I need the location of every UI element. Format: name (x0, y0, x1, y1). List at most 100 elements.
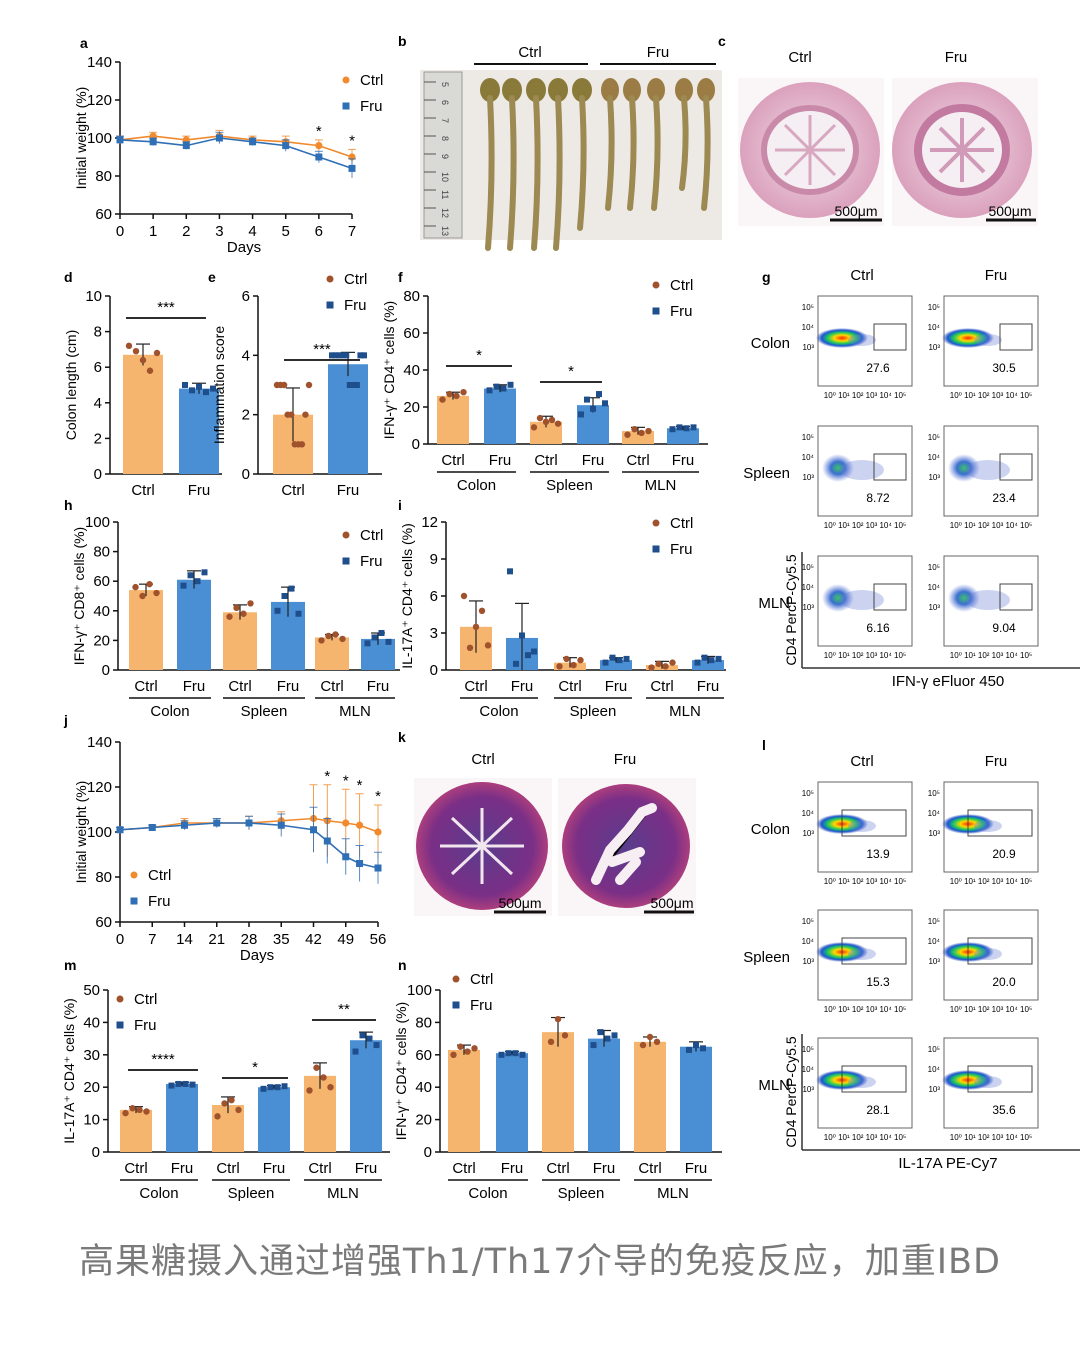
h-legend-label-fru: Fru (360, 553, 383, 570)
d-point-ctrl (132, 347, 140, 355)
l-axis-ticks: 10⁵ (802, 789, 814, 798)
m-point-fru (267, 1084, 274, 1091)
l-axis-ticks: 10³ (802, 829, 814, 838)
n-point-fru (693, 1042, 699, 1049)
n-point-fru (498, 1051, 505, 1058)
m-point-ctrl (143, 1108, 150, 1115)
panel-letter-k: k (398, 729, 406, 745)
chart-colon-length: 0 2 4 6 8 10 Colon length (cm) Ctrl Fru *** (63, 288, 222, 499)
g-cell-population (948, 454, 980, 482)
f-point-ctrl (460, 389, 467, 396)
g-gate (999, 583, 1033, 611)
i-category-label: Fru (605, 678, 628, 695)
l-cell-scatter (848, 820, 876, 832)
l-axis-ticks: 10⁴ (802, 937, 815, 946)
n-point-ctrl (561, 1032, 569, 1039)
m-point-fru (274, 1084, 281, 1091)
i-category-label: Ctrl (650, 678, 673, 695)
chart-weight-56days: 60 80 100 120 140 Initial weight (%) 0 7 14 21 28 3… (73, 734, 386, 1057)
n-category-label: Ctrl (452, 1160, 475, 1177)
ruler-label: 13 (440, 226, 450, 236)
l-gate-value: 20.9 (992, 847, 1016, 861)
f-legend-label-fru: Fru (670, 303, 693, 320)
n-point-ctrl (547, 1038, 555, 1046)
j-point-ctrl (374, 828, 382, 836)
i-y-axis-title: IL-17A⁺ CD4⁺ cells (%) (399, 523, 415, 668)
i-point-fru (694, 659, 701, 666)
histology-c-panel: Ctrl Fru 500μm 500μm (738, 49, 1038, 226)
h-bar-ctrl (129, 590, 163, 670)
g-gate-value: 6.16 (866, 621, 890, 635)
d-point-ctrl (153, 349, 161, 357)
e-legend-label-fru: Fru (344, 297, 367, 314)
l-cell-scatter (974, 948, 1002, 960)
j-significance-star: * (324, 768, 330, 785)
h-point-ctrl (240, 610, 247, 617)
i-point-ctrl (556, 663, 563, 670)
f-y-tick-label: 0 (412, 436, 420, 453)
m-bar-fru (166, 1083, 198, 1152)
n-y-axis-title: IFN-γ⁺ CD4⁺ cells (%) (393, 1002, 409, 1140)
d-category-label: Ctrl (131, 482, 154, 499)
histo-c-ctrl-folds (775, 115, 845, 185)
g-y-axis-title: CD4 PercP-Cy5.5 (783, 554, 799, 665)
g-cell-population (816, 328, 868, 348)
f-point-ctrl (548, 416, 556, 424)
a-point-fru (215, 134, 223, 142)
e-point-fru (343, 352, 350, 359)
l-axis-ticks: 10⁴ (928, 809, 941, 818)
i-point-ctrl (669, 659, 676, 666)
i-point-ctrl (460, 592, 468, 600)
a-legend-marker-fru (342, 102, 350, 110)
figure-canvas: a b c d e f g h i j k l m n 608010012014… (61, 33, 1080, 1202)
f-point-ctrl (446, 390, 453, 398)
l-col-label-ctrl: Ctrl (850, 753, 873, 770)
g-cell-scatter (840, 590, 884, 610)
n-bar-fru (680, 1046, 712, 1152)
a-x-axis-title: Days (227, 239, 261, 256)
e-y-tick-label: 6 (242, 288, 250, 305)
ruler-marks: 5 6 7 8 9 10 11 12 13 (424, 81, 450, 236)
m-point-fru (366, 1035, 373, 1042)
panel-letter-a: a (80, 35, 88, 51)
a-significance-star: * (316, 123, 322, 140)
i-category-label: Fru (697, 678, 720, 695)
n-y-tick-label: 100 (407, 982, 432, 999)
h-group-label: Colon (150, 703, 189, 720)
h-bar-fru (177, 579, 211, 670)
m-point-fru (260, 1085, 267, 1092)
m-y-tick-label: 10 (83, 1112, 100, 1129)
h-point-ctrl (339, 635, 346, 643)
ruler-label: 6 (440, 100, 450, 105)
g-gate-value: 8.72 (866, 491, 890, 505)
n-point-ctrl (653, 1038, 661, 1046)
m-group-label: MLN (327, 1185, 359, 1202)
f-point-fru (578, 411, 584, 418)
f-group-label: MLN (645, 477, 677, 494)
a-x-tick-label: 1 (149, 223, 157, 240)
m-point-ctrl (306, 1087, 313, 1094)
m-point-ctrl (313, 1064, 320, 1071)
l-axis-ticks: 10⁰ 10¹ 10² 10³ 10⁴ 10⁵ (824, 877, 906, 886)
f-point-ctrl (624, 431, 631, 438)
f-point-ctrl (554, 420, 562, 427)
a-point-fru (315, 153, 323, 161)
d-point-fru (210, 385, 216, 392)
i-point-fru (623, 655, 630, 662)
ruler-label: 12 (440, 208, 450, 218)
n-y-tick-label: 80 (415, 1014, 432, 1031)
histo-k-label-fru: Fru (614, 751, 637, 768)
e-point-fru (361, 352, 367, 359)
i-point-ctrl (662, 663, 669, 670)
n-point-ctrl (457, 1043, 464, 1050)
d-sig-label: *** (157, 299, 175, 316)
f-point-fru (676, 424, 683, 431)
h-group-label: MLN (339, 703, 371, 720)
a-series-line-ctrl (119, 135, 353, 158)
histo-k-fru-lumen (591, 803, 657, 885)
n-bar-fru (588, 1038, 620, 1152)
e-category-label: Fru (337, 482, 360, 499)
g-row-label: Spleen (743, 465, 790, 482)
g-axis-ticks: 10⁵ (802, 563, 814, 572)
m-group-label: Colon (139, 1185, 178, 1202)
